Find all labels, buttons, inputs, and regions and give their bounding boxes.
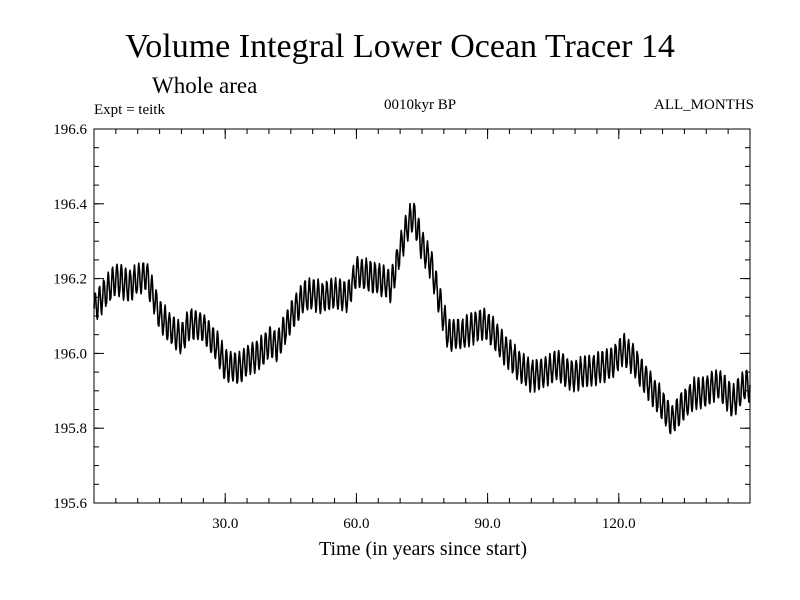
chart-subtitle: Whole area <box>152 73 258 98</box>
axis-ticks: 30.0 60.0 90.0 120.0 195.6 195.8 196.0 196.2 196… <box>53 122 750 532</box>
x-tick-label: 90.0 <box>474 516 500 532</box>
y-tick-label: 196.0 <box>53 346 87 362</box>
y-tick-label: 195.8 <box>53 421 87 437</box>
chart-title: Volume Integral Lower Ocean Tracer 14 <box>125 28 675 65</box>
y-tick-label: 195.6 <box>53 496 87 512</box>
x-tick-label: 120.0 <box>602 516 636 532</box>
x-axis-title: Time (in years since start) <box>318 538 528 560</box>
x-tick-label: 30.0 <box>212 516 238 532</box>
y-tick-label: 196.6 <box>53 122 87 138</box>
x-tick-label: 60.0 <box>343 516 369 532</box>
series-line <box>93 202 751 435</box>
y-tick-label: 196.2 <box>53 272 87 288</box>
experiment-label: Expt = teitk <box>94 102 165 118</box>
period-label: 0010kyr BP <box>383 97 457 113</box>
y-tick-label: 196.4 <box>53 197 87 213</box>
series-group <box>93 202 751 435</box>
months-label: ALL_MONTHS <box>654 97 754 113</box>
